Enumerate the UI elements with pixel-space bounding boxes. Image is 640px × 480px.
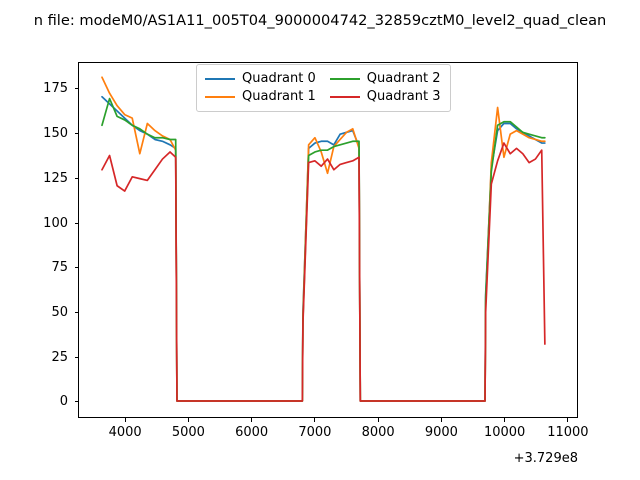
series-line-quadrant-3 <box>102 143 545 401</box>
y-tick-label: 75 <box>51 260 68 276</box>
series-line-quadrant-2 <box>102 99 545 401</box>
x-tick-mark <box>567 418 569 422</box>
x-tick-mark <box>187 418 189 422</box>
legend-label: Quadrant 2 <box>366 71 441 86</box>
y-tick-label: 0 <box>59 394 68 410</box>
y-tick-mark <box>74 222 78 224</box>
legend-color-swatch <box>329 78 360 80</box>
legend-label: Quadrant 1 <box>242 89 316 104</box>
x-tick-label: 8000 <box>361 425 395 440</box>
x-tick-label: 10000 <box>483 425 526 440</box>
legend: Quadrant 0 Quadrant 2 Quadrant 1 Quadrant 3 <box>196 64 451 112</box>
y-tick-mark <box>74 356 78 358</box>
x-tick-label: 5000 <box>171 425 205 440</box>
plot-axes-area <box>78 62 578 418</box>
y-tick-mark <box>74 267 78 269</box>
page-title: n file: modeM0/AS1A11_005T04_9000004742_… <box>33 12 607 29</box>
y-tick-mark <box>74 401 78 403</box>
x-tick-mark <box>124 418 126 422</box>
y-tick-mark <box>74 88 78 90</box>
x-tick-label: 7000 <box>298 425 332 440</box>
x-tick-mark <box>504 418 506 422</box>
series-line-quadrant-0 <box>102 97 545 401</box>
y-tick-mark <box>74 311 78 314</box>
y-tick-label: 50 <box>51 304 68 320</box>
legend-label: Quadrant 3 <box>366 89 441 104</box>
series-line-quadrant-1 <box>102 77 545 401</box>
y-tick-label: 125 <box>43 170 68 186</box>
legend-entry[interactable]: Quadrant 2 <box>329 71 441 87</box>
x-tick-label: 6000 <box>235 425 269 440</box>
x-tick-mark <box>314 418 316 422</box>
legend-color-swatch <box>205 78 235 80</box>
x-tick-mark <box>440 418 442 422</box>
legend-color-swatch <box>329 96 360 98</box>
plot-lines-svg <box>79 63 577 417</box>
y-tick-label: 100 <box>43 215 68 231</box>
y-tick-label: 150 <box>43 126 68 142</box>
y-tick-label: 25 <box>51 349 68 365</box>
legend-label: Quadrant 0 <box>242 71 316 86</box>
y-tick-label: 175 <box>43 81 68 97</box>
x-axis-offset-label: +3.729e8 <box>513 451 578 466</box>
legend-grid: Quadrant 0 Quadrant 2 Quadrant 1 Quadrant 3 <box>205 71 441 105</box>
legend-entry[interactable]: Quadrant 3 <box>329 89 441 105</box>
x-tick-mark <box>251 418 253 422</box>
x-tick-label: 11000 <box>547 425 589 440</box>
x-tick-label: 4000 <box>108 425 142 440</box>
y-tick-mark <box>74 133 78 135</box>
legend-color-swatch <box>205 96 235 98</box>
x-tick-label: 9000 <box>424 425 458 440</box>
legend-entry[interactable]: Quadrant 0 <box>205 71 316 87</box>
legend-entry[interactable]: Quadrant 1 <box>205 89 316 105</box>
x-tick-mark <box>377 418 379 422</box>
y-tick-mark <box>74 177 78 179</box>
